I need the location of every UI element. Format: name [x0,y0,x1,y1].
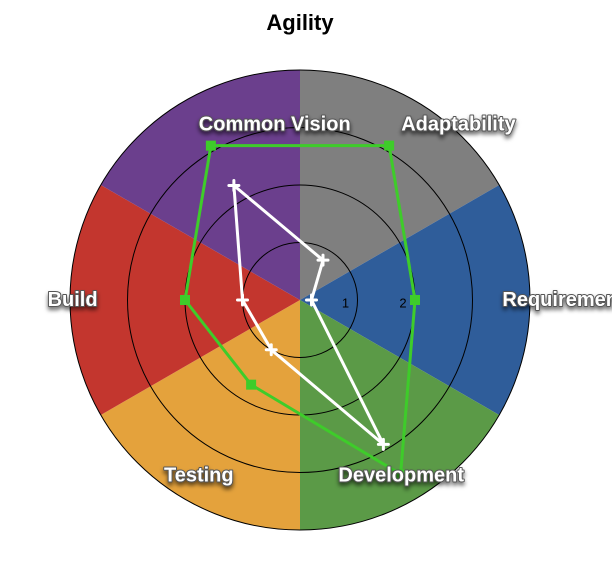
marker-green-5 [206,141,216,151]
marker-green-3 [246,380,256,390]
radar-svg: 1 2 Adaptability Requirements Development Tes… [0,0,612,584]
marker-green-1 [410,295,420,305]
category-label-3: Testing [164,464,234,486]
category-label-4: Build [48,289,98,311]
sectors [70,70,530,530]
category-label-1: Requirements [502,289,612,311]
ring-label-2: 2 [399,295,406,310]
category-label-5: Common Vision [199,114,351,136]
category-label-0: Adaptability [401,114,516,136]
marker-green-4 [180,295,190,305]
chart-title: Agility [266,10,334,35]
ring-label-1: 1 [342,295,349,310]
category-label-2: Development [338,464,464,486]
radar-chart: 1 2 Adaptability Requirements Development Tes… [0,0,612,584]
marker-green-0 [384,141,394,151]
